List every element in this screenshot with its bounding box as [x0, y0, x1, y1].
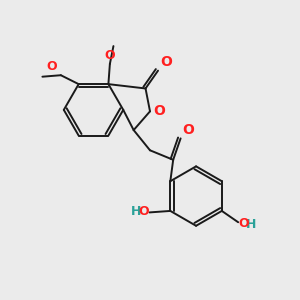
Text: O: O: [46, 60, 57, 74]
Text: O: O: [105, 49, 115, 62]
Text: O: O: [154, 104, 165, 118]
Text: O: O: [138, 205, 149, 218]
Text: O: O: [239, 217, 249, 230]
Text: O: O: [182, 123, 194, 137]
Text: O: O: [160, 55, 172, 69]
Text: H: H: [131, 205, 141, 218]
Text: H: H: [246, 218, 256, 231]
